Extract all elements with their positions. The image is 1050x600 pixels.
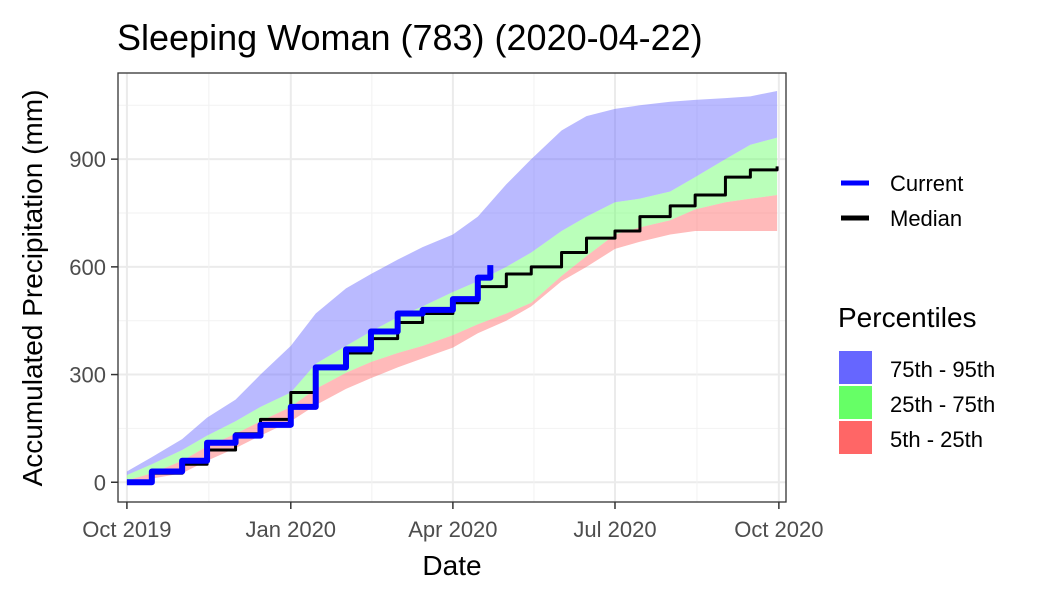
x-tick-label: Apr 2020 <box>408 517 497 542</box>
x-tick-label: Jan 2020 <box>246 517 337 542</box>
legend-label-current: Current <box>890 171 963 196</box>
y-tick-label: 600 <box>69 255 106 280</box>
legend-swatch-25th-75th <box>839 386 872 419</box>
plot-border <box>117 72 787 503</box>
y-tick-label: 0 <box>94 470 106 495</box>
y-axis-ticks: 0 300 600 900 <box>69 147 118 495</box>
legend-label-median: Median <box>890 206 962 231</box>
x-axis-ticks: Oct 2019 Jan 2020 Apr 2020 Jul 2020 Oct 2020 <box>82 502 824 542</box>
chart-title: Sleeping Woman (783) (2020-04-22) <box>117 17 703 58</box>
legend-label-band: 5th - 25th <box>890 427 983 452</box>
legend: Percentiles Current Median 75th - 95th 25th… <box>838 171 995 454</box>
legend-swatch-5th-25th <box>839 421 872 454</box>
x-tick-label: Jul 2020 <box>573 517 656 542</box>
legend-label-band: 25th - 75th <box>890 392 995 417</box>
plot-panel <box>117 72 787 503</box>
y-axis-title: Accumulated Precipitation (mm) <box>17 90 48 487</box>
series-lines <box>126 166 779 486</box>
legend-label-band: 75th - 95th <box>890 357 995 382</box>
band-75th-95th <box>126 90 778 476</box>
x-tick-label: Oct 2019 <box>82 517 171 542</box>
y-tick-label: 300 <box>69 363 106 388</box>
y-tick-label: 900 <box>69 147 106 172</box>
legend-swatch-75th-95th <box>839 351 872 384</box>
x-tick-label: Oct 2020 <box>734 517 823 542</box>
current-line <box>126 265 494 486</box>
x-axis-title: Date <box>422 550 481 581</box>
gridlines <box>118 73 786 502</box>
legend-title-percentiles: Percentiles <box>838 302 977 333</box>
